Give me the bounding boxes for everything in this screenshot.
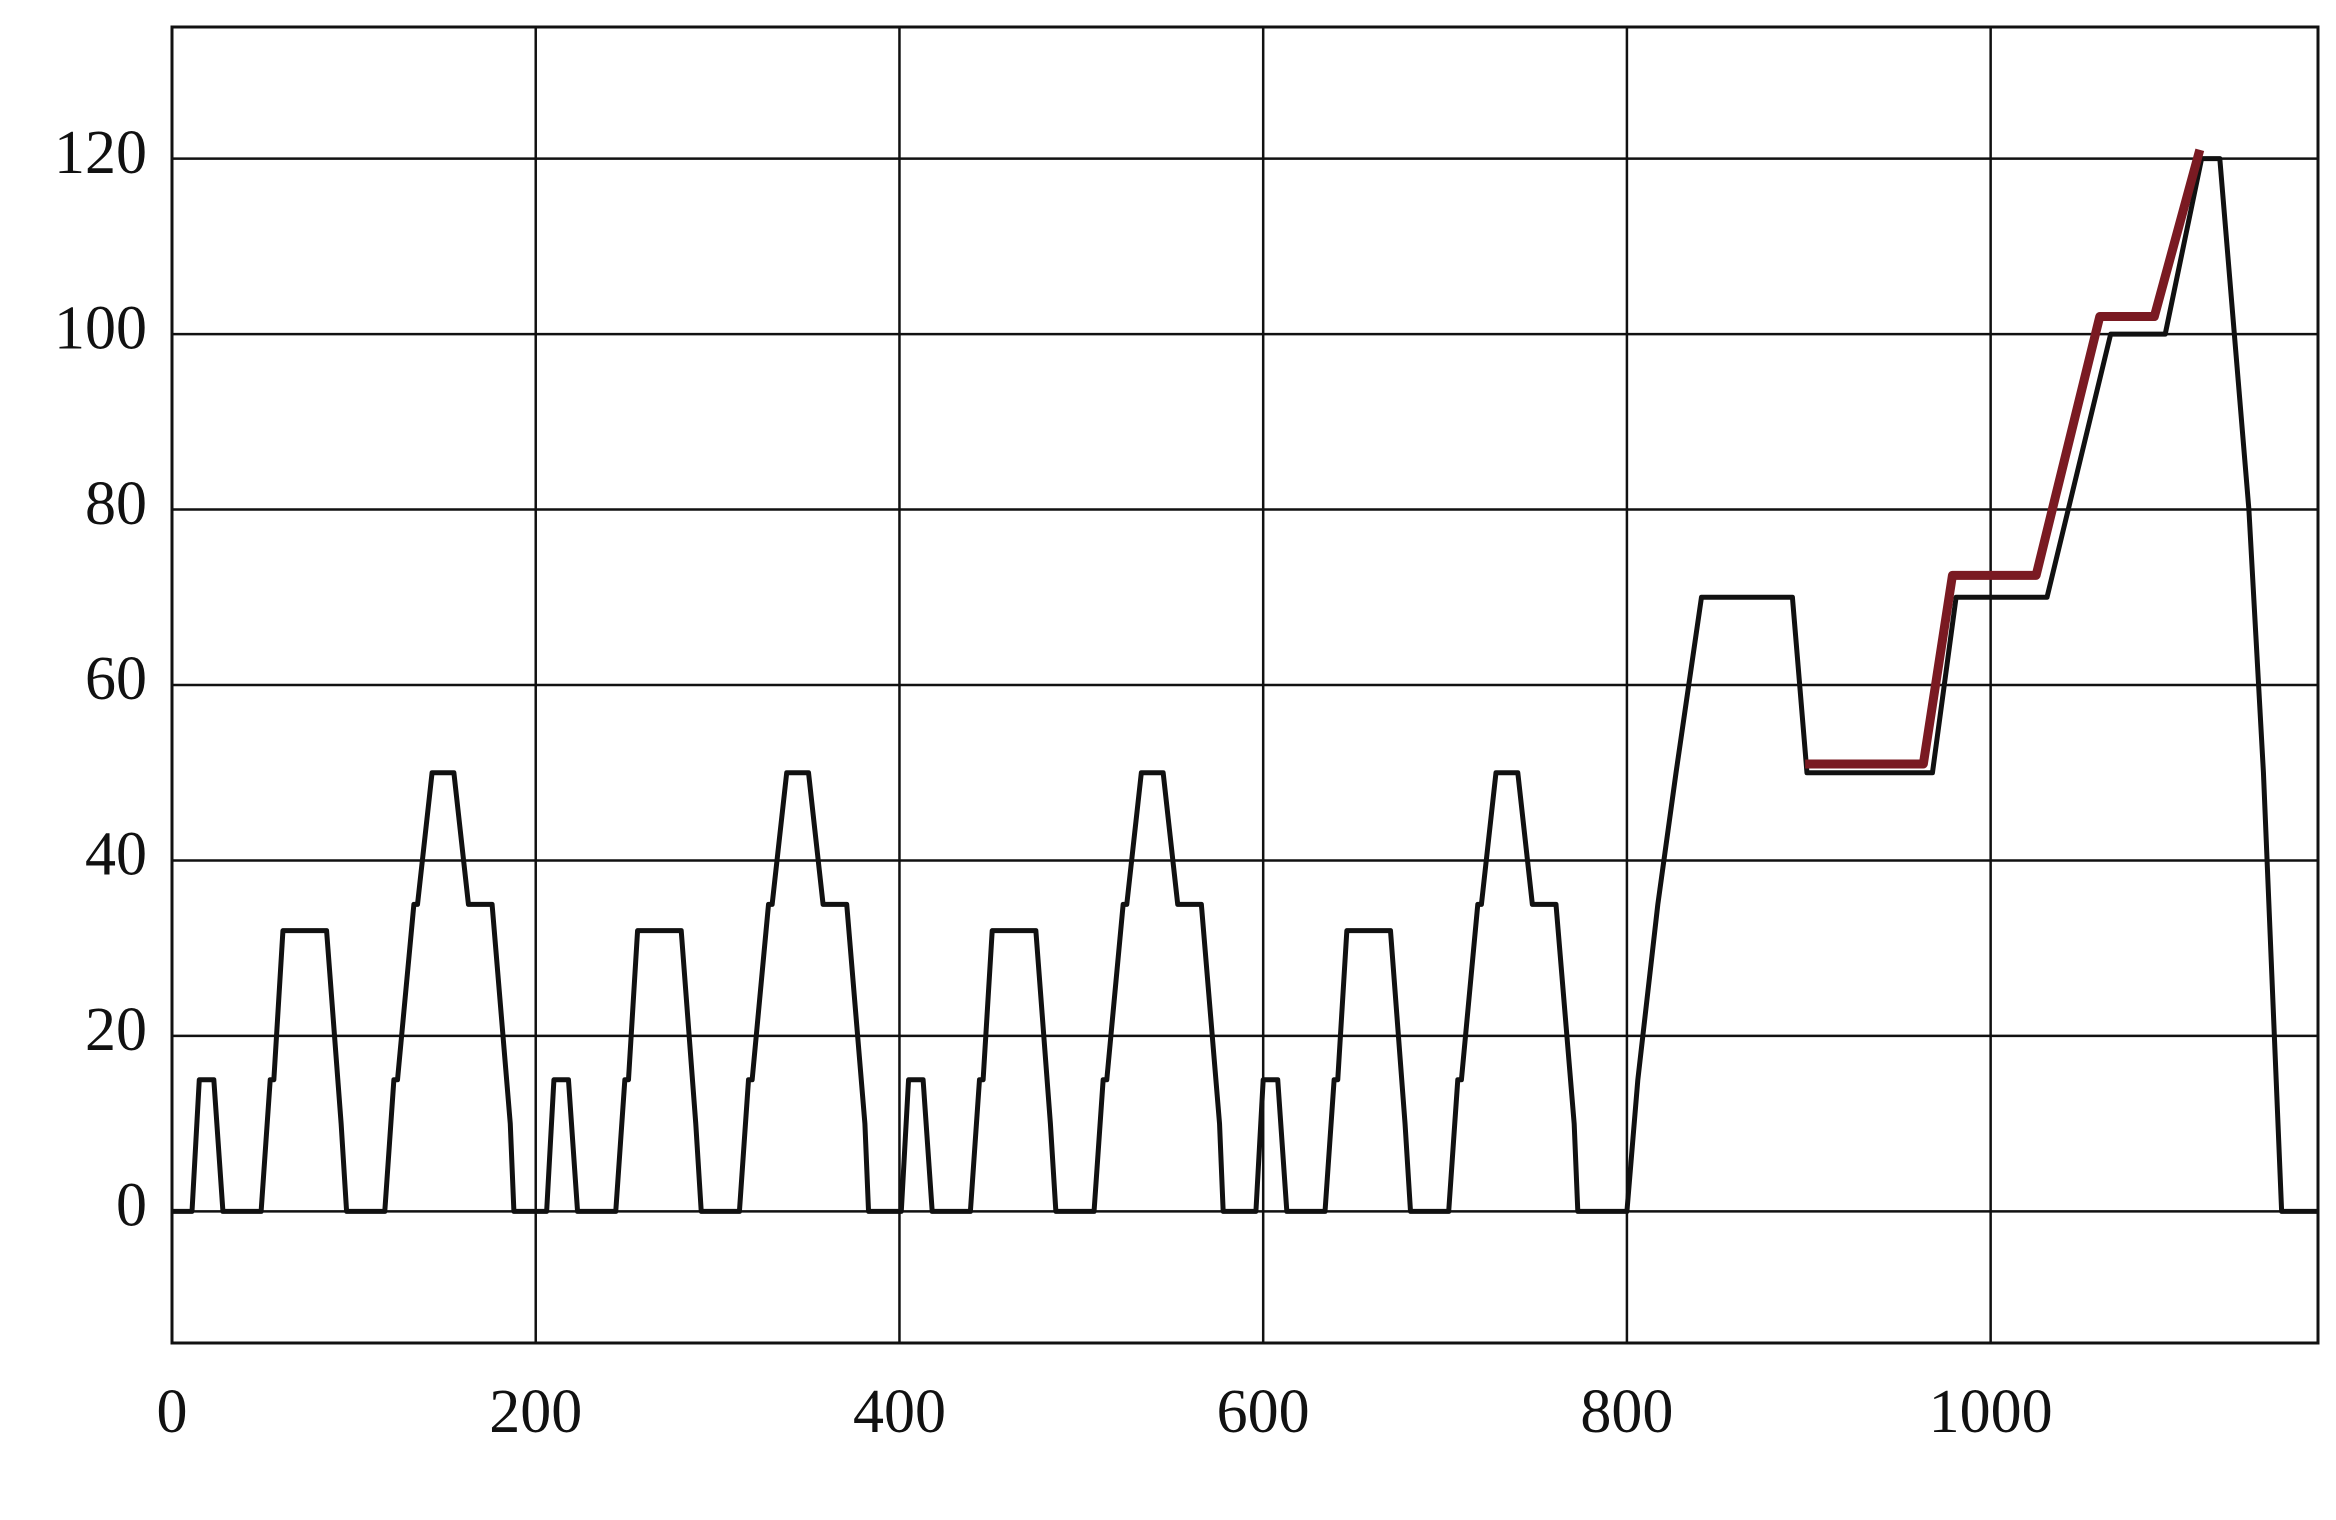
x-tick-label: 200 [489, 1378, 582, 1446]
y-tick-label: 120 [54, 119, 147, 187]
y-tick-label: 80 [85, 470, 147, 538]
y-tick-label: 100 [54, 294, 147, 362]
x-tick-label: 600 [1217, 1378, 1310, 1446]
series-line [172, 156, 2318, 1214]
x-tick-label: 1000 [1929, 1378, 2053, 1446]
x-tick-label: 800 [1580, 1378, 1673, 1446]
y-tick-label: 60 [85, 645, 147, 713]
y-tick-label: 20 [85, 996, 147, 1064]
y-tick-label: 0 [116, 1172, 147, 1240]
x-tick-label: 0 [157, 1378, 188, 1446]
plot-frame [170, 25, 2320, 1345]
y-tick-label: 40 [85, 821, 147, 889]
series-line [1805, 148, 2205, 769]
x-tick-label: 400 [853, 1378, 946, 1446]
